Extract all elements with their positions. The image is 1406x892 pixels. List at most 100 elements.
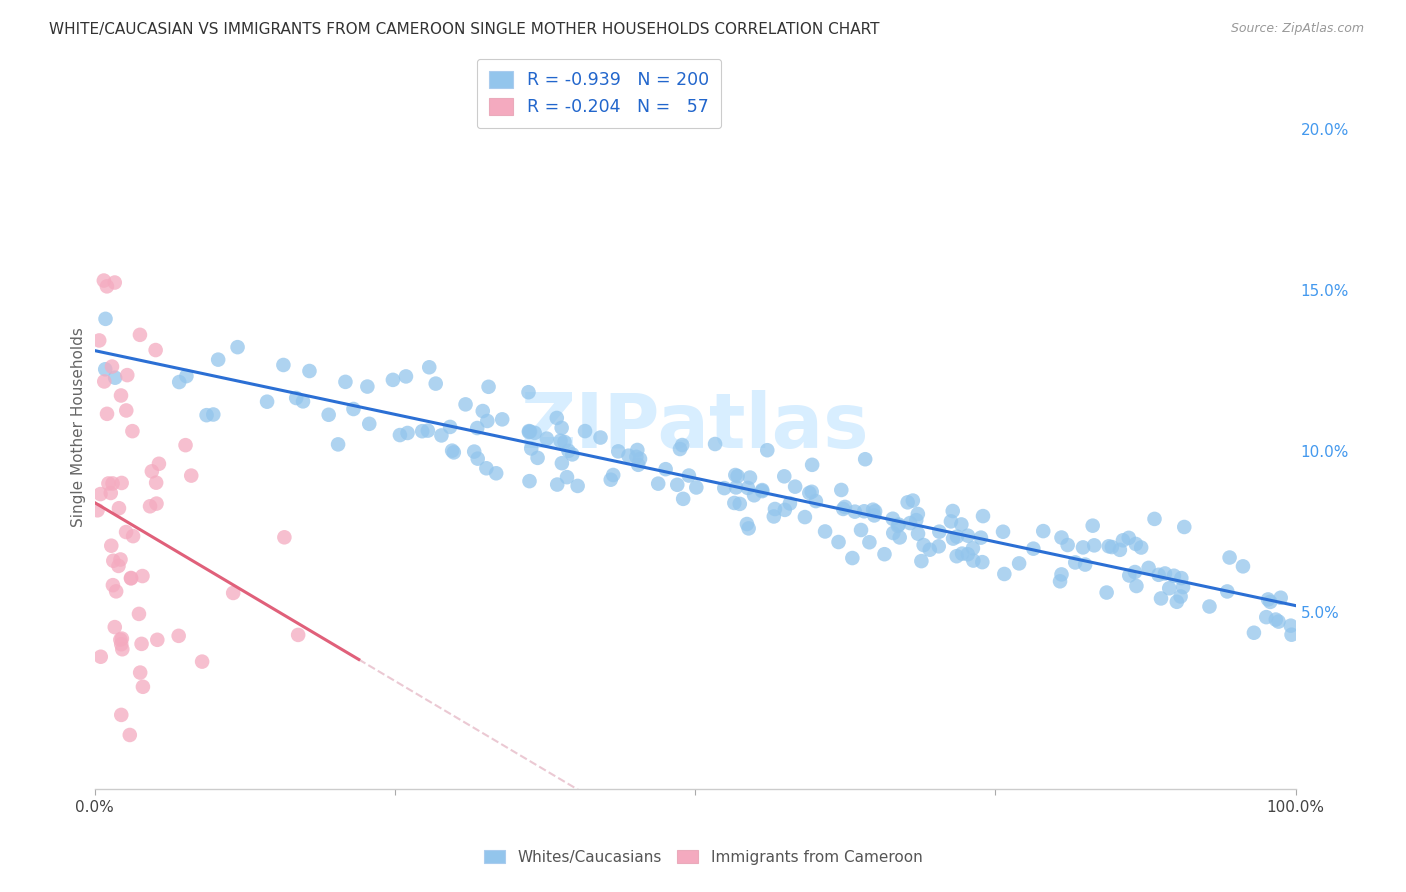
Point	[517, 385, 540, 400]
Point	[1056, 538, 1078, 552]
Point	[779, 496, 801, 510]
Point	[1032, 524, 1054, 538]
Point	[148, 457, 170, 471]
Point	[388, 428, 411, 442]
Point	[287, 628, 309, 642]
Point	[107, 558, 129, 573]
Point	[1166, 595, 1188, 609]
Point	[120, 571, 142, 585]
Point	[1074, 558, 1097, 572]
Point	[93, 273, 115, 287]
Point	[1257, 592, 1279, 607]
Point	[863, 504, 886, 518]
Point	[202, 408, 225, 422]
Point	[1279, 618, 1302, 632]
Point	[1137, 561, 1160, 575]
Point	[551, 456, 574, 470]
Point	[101, 359, 124, 374]
Point	[626, 442, 648, 457]
Point	[751, 484, 773, 499]
Point	[626, 450, 648, 464]
Point	[671, 438, 693, 452]
Point	[735, 516, 758, 531]
Point	[970, 531, 993, 545]
Point	[685, 480, 707, 494]
Point	[491, 412, 513, 426]
Point	[477, 414, 499, 428]
Point	[950, 547, 973, 561]
Point	[195, 408, 218, 422]
Point	[727, 469, 749, 483]
Y-axis label: Single Mother Households: Single Mother Households	[72, 327, 86, 527]
Point	[672, 491, 695, 506]
Point	[567, 479, 589, 493]
Point	[256, 394, 278, 409]
Point	[704, 437, 727, 451]
Point	[101, 476, 124, 491]
Text: Source: ZipAtlas.com: Source: ZipAtlas.com	[1230, 22, 1364, 36]
Point	[418, 360, 440, 375]
Point	[1083, 538, 1105, 552]
Point	[898, 516, 921, 530]
Point	[439, 420, 461, 434]
Point	[111, 475, 134, 490]
Point	[887, 517, 910, 532]
Point	[86, 503, 108, 517]
Point	[425, 376, 447, 391]
Point	[873, 547, 896, 561]
Point	[939, 515, 962, 529]
Point	[1049, 574, 1071, 589]
Point	[100, 486, 122, 500]
Point	[853, 504, 876, 518]
Point	[647, 476, 669, 491]
Point	[756, 443, 779, 458]
Point	[132, 680, 155, 694]
Point	[1216, 584, 1239, 599]
Point	[1281, 628, 1303, 642]
Point	[121, 424, 143, 438]
Point	[1171, 580, 1194, 594]
Point	[104, 276, 127, 290]
Point	[1081, 518, 1104, 533]
Point	[477, 380, 499, 394]
Point	[799, 486, 821, 500]
Point	[928, 539, 950, 553]
Point	[713, 481, 735, 495]
Point	[763, 502, 786, 516]
Point	[396, 425, 419, 440]
Point	[737, 481, 759, 495]
Point	[1050, 567, 1073, 582]
Point	[103, 554, 125, 568]
Point	[94, 311, 117, 326]
Point	[485, 467, 508, 481]
Point	[561, 447, 583, 461]
Point	[101, 578, 124, 592]
Point	[226, 340, 249, 354]
Point	[546, 477, 568, 491]
Point	[105, 584, 128, 599]
Point	[1232, 559, 1254, 574]
Point	[1170, 571, 1192, 585]
Point	[627, 458, 650, 472]
Legend: Whites/Caucasians, Immigrants from Cameroon: Whites/Caucasians, Immigrants from Camer…	[478, 844, 928, 871]
Point	[118, 728, 141, 742]
Point	[862, 502, 884, 516]
Point	[991, 524, 1014, 539]
Point	[145, 497, 167, 511]
Point	[1071, 541, 1094, 555]
Point	[942, 532, 965, 546]
Point	[830, 483, 852, 497]
Point	[882, 512, 904, 526]
Point	[104, 370, 127, 384]
Point	[517, 424, 540, 438]
Point	[557, 443, 579, 458]
Point	[853, 452, 876, 467]
Point	[191, 655, 214, 669]
Point	[725, 480, 748, 494]
Point	[517, 425, 540, 439]
Point	[1123, 565, 1146, 579]
Point	[1118, 568, 1140, 582]
Point	[901, 493, 924, 508]
Point	[443, 445, 465, 459]
Point	[145, 343, 167, 357]
